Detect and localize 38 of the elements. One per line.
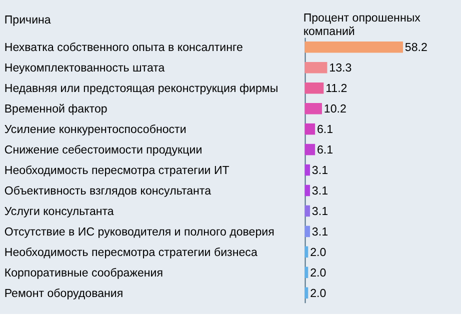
y-tick-label: Объективность взглядов консультанта [4,185,212,198]
data-label: 6.1 [316,144,334,156]
y-tick-label: Недавняя или предстоящая реконструкция фирмы [4,82,278,95]
bar [304,42,403,53]
y-tick-label: Услуги консультанта [4,206,114,218]
bar [304,62,328,74]
data-label: 3.1 [312,185,328,198]
y-tick-label: Необходимость пересмотра стратегии бизнеса [4,246,258,259]
y-tick-label: Усиление конкурентоспособности [4,124,186,136]
y-tick-label: Необходимость пересмотра стратегии ИТ [4,164,230,177]
data-label: 58.2 [404,42,428,54]
bar [304,226,310,238]
data-label: 13.3 [329,62,352,74]
bar [304,123,316,135]
data-label: 3.1 [312,206,328,218]
bar [304,102,322,114]
x-axis-title: Процент опрошенных компаний [303,12,421,38]
bar [304,82,324,94]
y-tick-label: Временной фактор [4,103,108,116]
y-tick-label: Корпоративные соображения [4,267,164,280]
bar [304,164,310,176]
bar [304,205,310,217]
bar [304,184,310,196]
data-label: 2.0 [310,246,326,259]
data-label: 3.1 [312,226,328,238]
bar [304,144,316,156]
data-label: 3.1 [312,164,328,177]
y-tick-label: Ремонт оборудования [4,288,124,300]
data-label: 6.1 [316,124,334,136]
data-label: 10.2 [324,103,346,116]
data-label: 2.0 [310,267,326,280]
y-tick-label: Неукомплектованность штата [4,62,166,74]
data-label: 11.2 [326,82,348,95]
y-tick-label: Отсутствие в ИС руководителя и полного доверия [4,226,274,238]
y-axis-title: Причина [4,14,52,26]
data-label: 2.0 [310,288,326,300]
y-tick-label: Нехватка собственного опыта в консалтинге [4,42,243,54]
y-tick-label: Снижение себестоимости продукции [4,144,202,156]
